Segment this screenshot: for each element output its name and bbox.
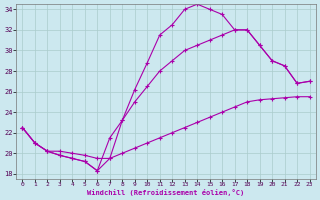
X-axis label: Windchill (Refroidissement éolien,°C): Windchill (Refroidissement éolien,°C) [87,189,244,196]
